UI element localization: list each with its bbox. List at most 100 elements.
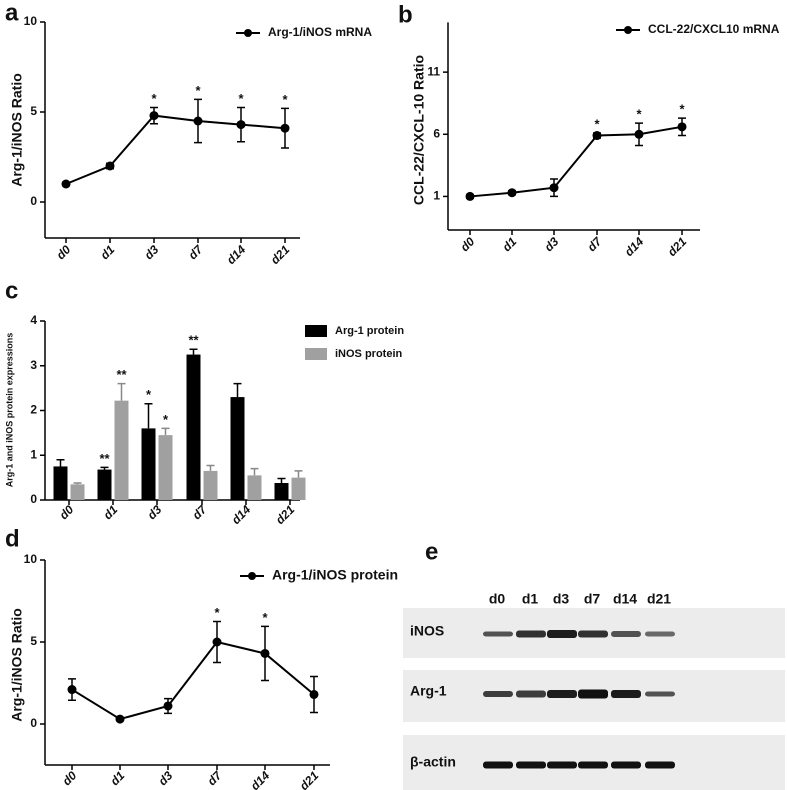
significance: ** bbox=[188, 333, 199, 348]
x-tick-label: d3 bbox=[156, 768, 176, 788]
significance: * bbox=[214, 605, 220, 620]
point bbox=[507, 188, 517, 198]
error-bar bbox=[206, 464, 215, 471]
blot-band bbox=[547, 761, 577, 769]
blot-band bbox=[483, 761, 513, 769]
x-tick-label: d7 bbox=[205, 768, 226, 789]
point bbox=[193, 116, 203, 126]
blot-band bbox=[547, 630, 577, 638]
point bbox=[61, 179, 71, 189]
x-tick-label: d21 bbox=[297, 768, 322, 790]
blot-band bbox=[516, 630, 546, 638]
error-bar bbox=[294, 470, 303, 478]
x-tick-label: d14 bbox=[229, 502, 254, 527]
legend-label: Arg-1 protein bbox=[335, 325, 404, 337]
x-tick-label: d14 bbox=[622, 234, 647, 259]
error-bar bbox=[161, 427, 170, 436]
y-axis-title: CCL-22/CXCL-10 Ratio bbox=[411, 55, 427, 205]
legend-label: Arg-1/iNOS protein bbox=[272, 567, 398, 583]
x-tick-label: d3 bbox=[145, 502, 165, 522]
point bbox=[280, 123, 290, 133]
error-bar bbox=[250, 467, 259, 476]
point bbox=[309, 689, 319, 699]
legend-marker bbox=[248, 572, 256, 580]
x-tick-label: d1 bbox=[500, 234, 520, 254]
significance: * bbox=[146, 387, 152, 402]
point bbox=[67, 685, 77, 695]
panel-label: a bbox=[5, 0, 19, 26]
error-bar bbox=[100, 466, 109, 470]
y-tick-label: 4 bbox=[30, 313, 37, 327]
panel-label: e bbox=[425, 538, 438, 565]
significance: * bbox=[636, 107, 642, 122]
y-tick-label: 5 bbox=[30, 104, 37, 118]
significance: * bbox=[262, 610, 268, 625]
x-tick-label: d3 bbox=[142, 242, 162, 262]
significance: * bbox=[151, 91, 157, 106]
legend-marker bbox=[244, 29, 252, 37]
error-bar bbox=[233, 382, 242, 398]
y-axis-title: Arg-1/iNOS Ratio bbox=[9, 608, 25, 722]
x-tick-label: d1 bbox=[108, 768, 128, 788]
point bbox=[236, 120, 246, 130]
bar bbox=[203, 470, 218, 500]
bar bbox=[186, 354, 201, 500]
significance: ** bbox=[99, 451, 110, 466]
y-tick-label: 10 bbox=[24, 552, 38, 566]
point bbox=[163, 701, 173, 711]
error-bar bbox=[277, 477, 286, 483]
series-line bbox=[469, 125, 683, 198]
bar bbox=[53, 466, 68, 500]
bar bbox=[230, 397, 245, 500]
x-tick-label: d14 bbox=[224, 242, 249, 267]
x-tick-label: d21 bbox=[268, 242, 293, 267]
x-tick-label: d7 bbox=[585, 234, 606, 255]
point bbox=[115, 714, 125, 724]
x-tick-label: d1 bbox=[101, 502, 121, 522]
panel-label: b bbox=[398, 1, 413, 28]
legend-label: CCL-22/CXCL10 mRNA bbox=[648, 22, 780, 36]
point bbox=[465, 191, 475, 201]
blot-band bbox=[547, 690, 577, 698]
legend-swatch bbox=[305, 325, 327, 337]
x-tick-label: d14 bbox=[248, 768, 273, 790]
point bbox=[549, 183, 559, 193]
bar bbox=[97, 469, 112, 500]
significance: * bbox=[163, 412, 169, 427]
y-tick-label: 1 bbox=[433, 189, 440, 203]
significance: * bbox=[679, 102, 685, 117]
series-line bbox=[71, 640, 315, 721]
error-bar bbox=[73, 482, 82, 485]
significance: * bbox=[195, 83, 201, 98]
x-tick-label: d0 bbox=[54, 242, 74, 262]
row-label: β-actin bbox=[410, 754, 456, 770]
significance: * bbox=[238, 91, 244, 106]
y-axis-title: Arg-1 and iNOS protein expressions bbox=[4, 333, 14, 488]
panel-label: d bbox=[5, 525, 20, 552]
y-tick-label: 5 bbox=[30, 634, 37, 648]
bar bbox=[247, 475, 262, 500]
point bbox=[149, 111, 159, 121]
blot-band bbox=[611, 631, 641, 637]
significance: * bbox=[282, 92, 288, 107]
lane-label: d1 bbox=[522, 591, 539, 607]
point bbox=[592, 131, 602, 141]
error-bar bbox=[144, 403, 153, 429]
error-bar bbox=[117, 382, 126, 401]
significance: * bbox=[594, 116, 600, 131]
error-bar bbox=[56, 458, 65, 467]
legend-label: Arg-1/iNOS mRNA bbox=[268, 25, 372, 39]
blot-band bbox=[578, 689, 608, 699]
bar bbox=[114, 400, 129, 500]
x-tick-label: d21 bbox=[665, 234, 690, 259]
significance: ** bbox=[116, 367, 127, 382]
x-tick-label: d3 bbox=[542, 234, 562, 254]
y-tick-label: 0 bbox=[30, 492, 37, 506]
blot-band bbox=[645, 761, 675, 769]
legend-label: iNOS protein bbox=[335, 348, 403, 360]
x-tick-label: d0 bbox=[60, 768, 80, 788]
point bbox=[634, 129, 644, 139]
panel-label: c bbox=[5, 277, 18, 304]
legend-swatch bbox=[305, 348, 327, 360]
